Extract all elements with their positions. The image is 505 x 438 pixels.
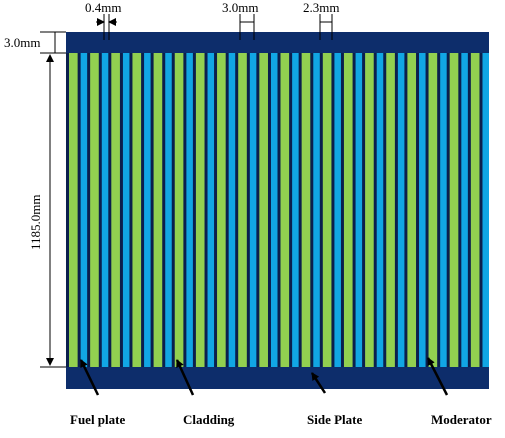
fuel-strip (301, 53, 311, 367)
moderator-width-label: 2.3mm (303, 0, 339, 15)
fuel-strip (470, 53, 480, 367)
moderator-strip (355, 53, 363, 367)
fuel-plate-label: Fuel plate (70, 412, 125, 427)
plate-length-label: 1185.0mm (28, 195, 43, 251)
moderator-strip (419, 53, 426, 367)
fuel-strip (174, 53, 184, 367)
dimension-marks (40, 14, 333, 368)
moderator-strip (270, 53, 278, 367)
fuel-plate-array (69, 53, 489, 367)
fuel-strip (195, 53, 205, 367)
side-plate-height-label: 3.0mm (4, 35, 40, 50)
moderator-strip (101, 53, 109, 367)
fuel-strip (90, 53, 99, 367)
legend-pointers (79, 357, 449, 396)
cladding-label: Cladding (183, 412, 235, 427)
moderator-strip (440, 53, 447, 367)
moderator-label: Moderator (431, 412, 492, 427)
moderator-strip (186, 53, 193, 367)
moderator-strip (313, 53, 320, 367)
fuel-strip (343, 53, 353, 367)
fuel-strip (238, 53, 247, 367)
moderator-strip (249, 53, 257, 367)
fuel-strip (386, 53, 395, 367)
fuel-strip (407, 53, 417, 367)
fuel-strip (132, 53, 142, 367)
fuel-strip (153, 53, 163, 367)
moderator-strip (207, 53, 215, 367)
side-plate-bottom (66, 367, 489, 389)
moderator-strip (397, 53, 405, 367)
fuel-strip (280, 53, 290, 367)
moderator-strip (165, 53, 172, 367)
fuel-strip (217, 53, 226, 367)
moderator-strip (144, 53, 151, 367)
moderator-strip (228, 53, 236, 367)
moderator-strip (292, 53, 299, 367)
fuel-strip (428, 53, 438, 367)
plate-width-label: 3.0mm (222, 0, 258, 15)
moderator-strip (122, 53, 130, 367)
moderator-strip (482, 53, 489, 367)
fuel-strip (69, 53, 78, 367)
moderator-strip (376, 53, 384, 367)
side-plate-label: Side Plate (307, 412, 362, 427)
side-plate-top (66, 32, 489, 53)
fuel-strip (259, 53, 268, 367)
moderator-strip (461, 53, 468, 367)
fuel-strip (111, 53, 120, 367)
gap-width-label: 0.4mm (85, 0, 121, 15)
fuel-strip (365, 53, 374, 367)
moderator-strip (80, 53, 88, 367)
moderator-strip (334, 53, 341, 367)
fuel-strip (449, 53, 459, 367)
fuel-strip (322, 53, 332, 367)
